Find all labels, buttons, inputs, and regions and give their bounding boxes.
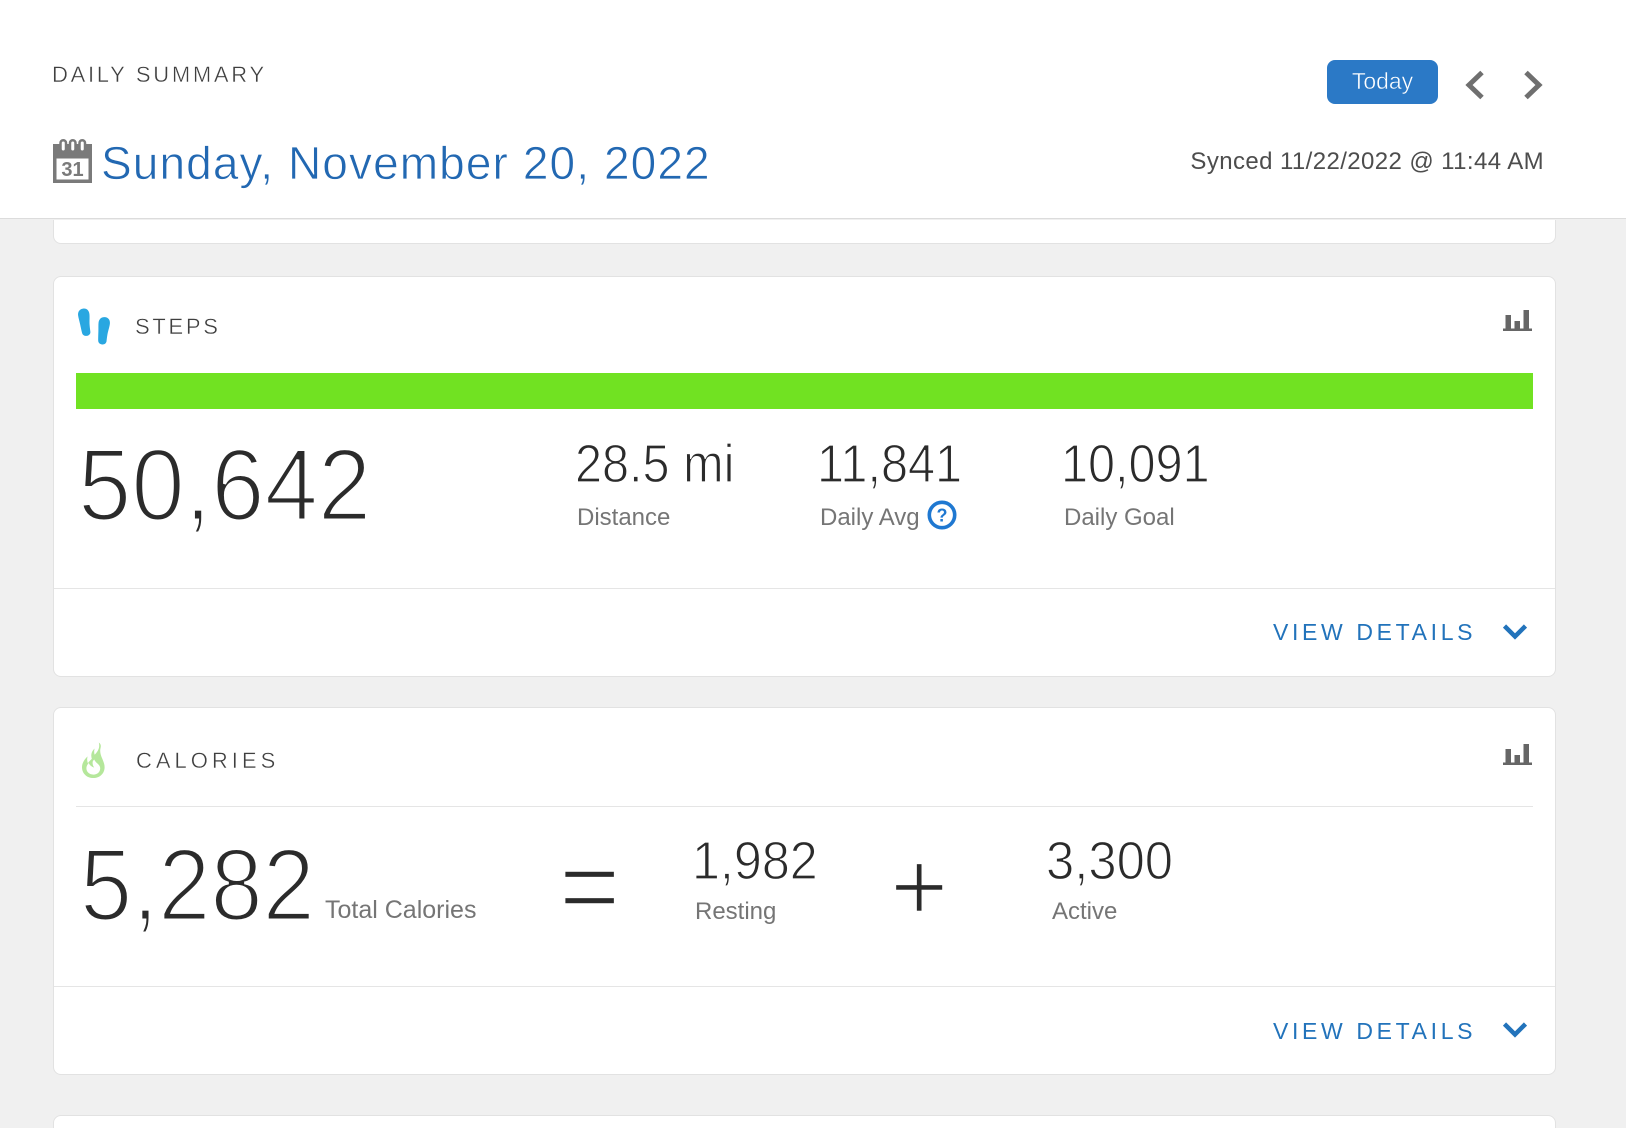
svg-text:?: ? [937,506,948,526]
svg-text:31: 31 [61,159,83,181]
